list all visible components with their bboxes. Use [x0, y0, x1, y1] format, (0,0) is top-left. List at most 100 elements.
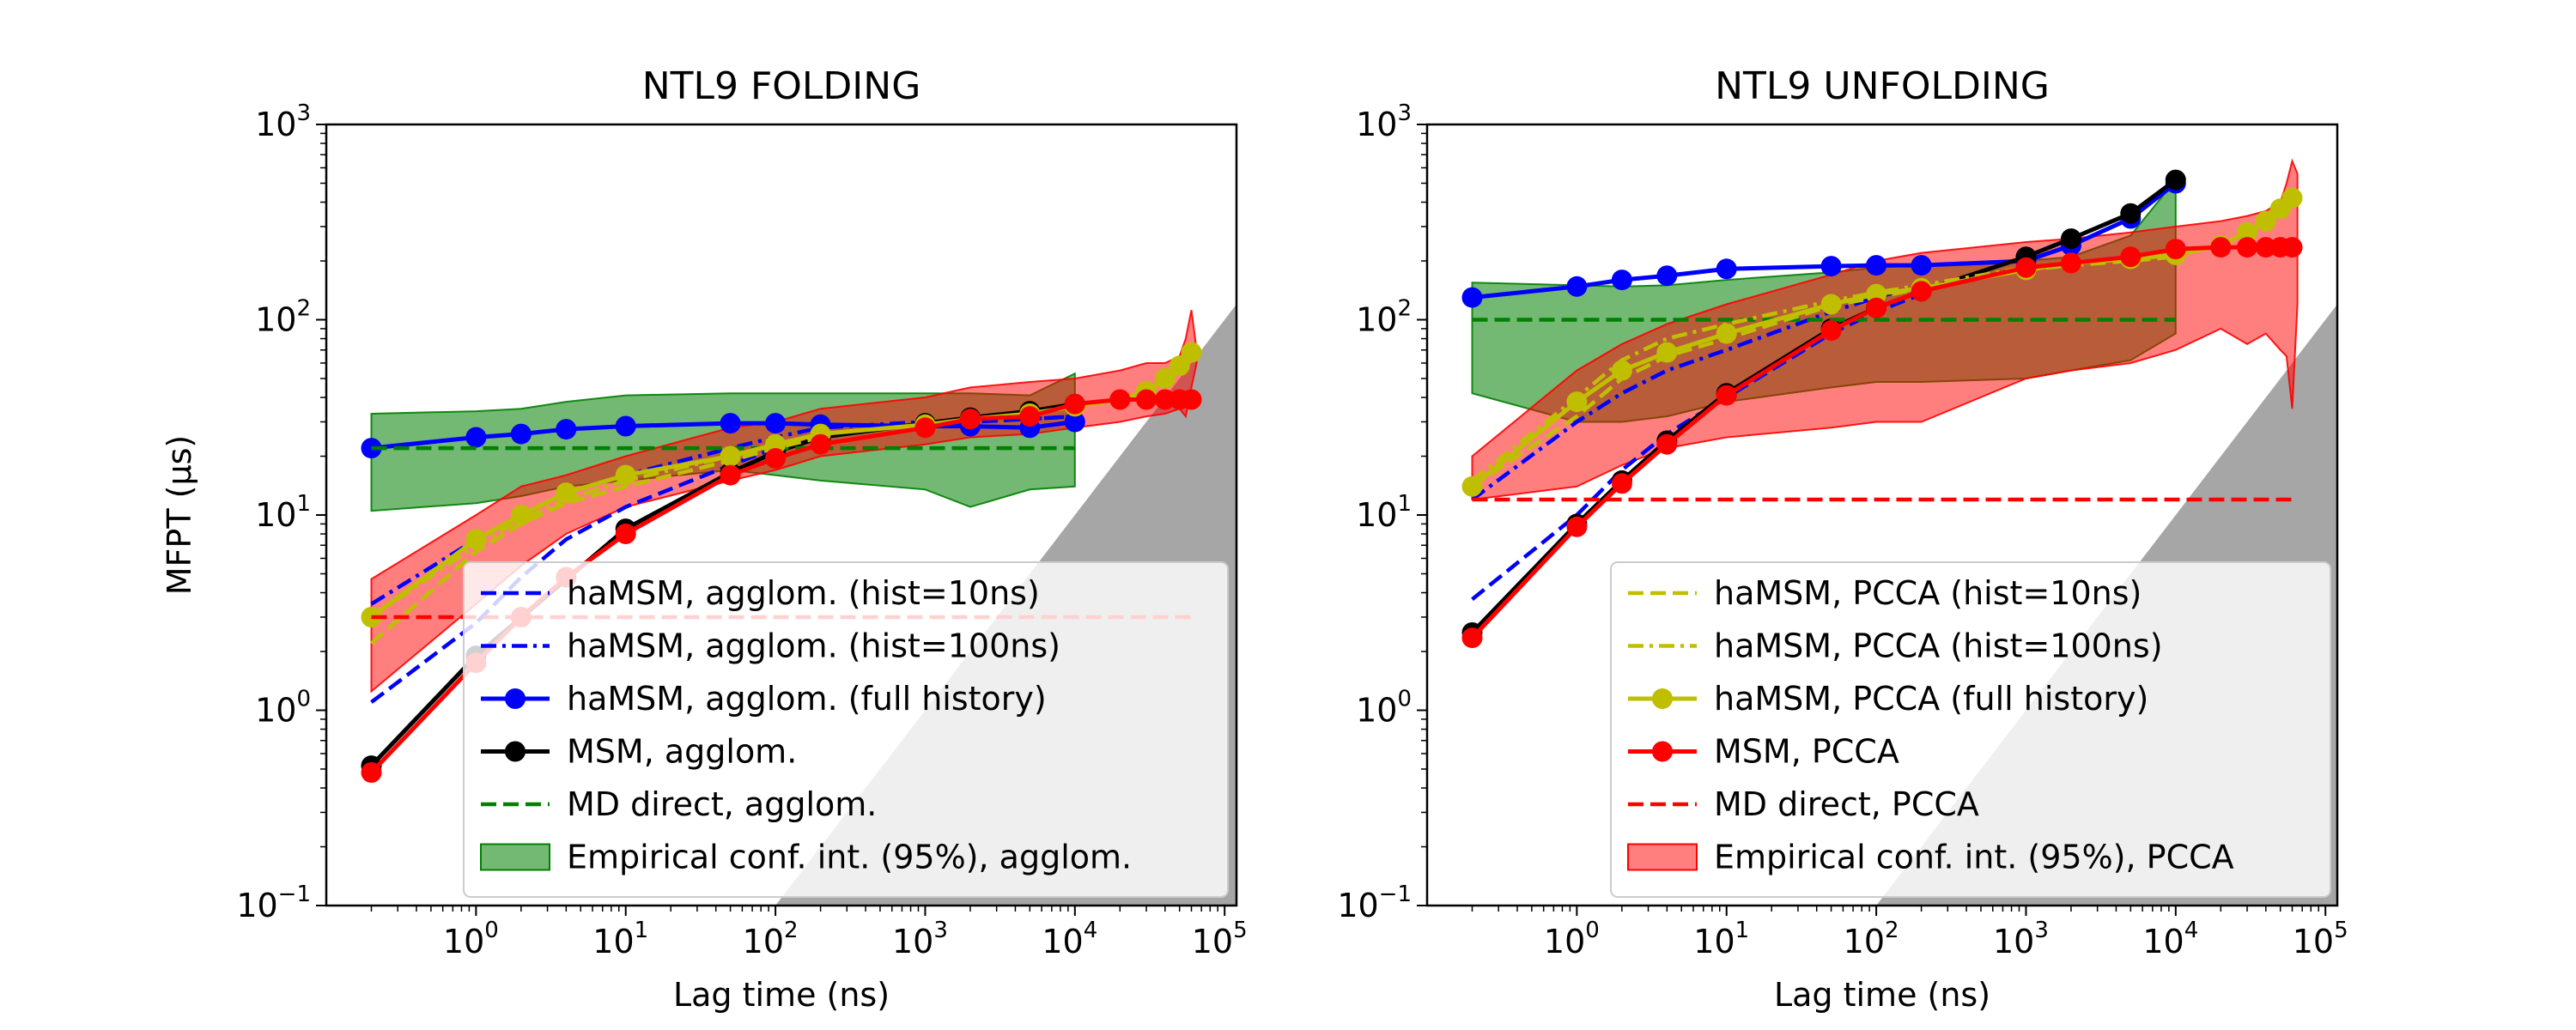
unfolding-point-hamsm-pcca-full-history: [1566, 391, 1588, 413]
folding-y-tick-label: 101: [255, 491, 311, 534]
unfolding-legend-marker-hamsm-pcca-full-history: [1652, 688, 1673, 709]
unfolding-point-hamsm-pcca-full-history: [2237, 221, 2257, 243]
unfolding-x-tick-label: 103: [1993, 918, 2049, 960]
unfolding-point-msm-pcca: [2120, 246, 2142, 268]
unfolding-point-msm-pcca: [2237, 237, 2257, 258]
unfolding-point-msm-pcca: [1820, 320, 1842, 342]
unfolding-point-msm-pcca: [1566, 516, 1588, 537]
unfolding-point-msm-pcca: [1461, 627, 1483, 649]
folding-point-hamsm-agglom-full-history: [465, 427, 487, 448]
folding-axes-frame: [325, 123, 1238, 907]
folding-legend-marker-hamsm-agglom-full-history: [505, 688, 526, 709]
unfolding-point-msm-pcca: [2015, 257, 2037, 278]
folding-y-tick-label: 103: [255, 100, 311, 143]
unfolding-point-msm-pcca: [1611, 473, 1632, 494]
folding-point-msm-pcca: [1109, 389, 1131, 410]
folding-point-hamsm-agglom-full-history: [615, 415, 636, 437]
folding-point-msm-pcca: [615, 524, 636, 544]
unfolding-point-hamsm-pcca-full-history: [1656, 342, 1678, 363]
folding-point-hamsm-pcca-full-history: [1169, 355, 1190, 377]
unfolding-series-lines: [1461, 169, 2303, 649]
unfolding-legend-label-msm-pcca: MSM, PCCA: [1714, 733, 1899, 771]
unfolding-point-msm-pcca: [1716, 385, 1737, 406]
folding-legend-label-empirical-conf-int-95-agglom: Empirical conf. int. (95%), agglom.: [567, 839, 1132, 876]
unfolding-x-tick-label: 102: [1844, 918, 1899, 960]
folding-point-msm-pcca: [1181, 389, 1202, 410]
folding-x-tick-label: 102: [743, 918, 799, 960]
folding-x-tick-label: 105: [1192, 918, 1248, 960]
folding-point-msm-pcca: [1064, 393, 1085, 415]
folding-point-msm-pcca: [1019, 406, 1041, 427]
folding-y-axis-label: MFPT (μs): [161, 435, 198, 595]
unfolding-point-msm-agglom: [2061, 228, 2081, 250]
unfolding-point-hamsm-agglom-full-history: [1656, 265, 1678, 287]
folding-x-tick-label: 104: [1042, 918, 1097, 960]
unfolding-point-msm-pcca: [2061, 252, 2081, 274]
unfolding-title: NTL9 UNFOLDING: [1715, 64, 2050, 108]
folding-y-ticks: 10−1 100 101 102 103: [236, 100, 326, 924]
unfolding-point-msm-pcca: [1656, 433, 1678, 455]
folding-point-hamsm-pcca-full-history: [615, 464, 636, 486]
unfolding-legend-swatch-empirical-conf-int-95-pcca: [1627, 843, 1698, 871]
unfolding-x-ticks: 100 101 102 103 104 105: [1471, 906, 2348, 960]
folding-legend-label-hamsm-agglom-full-history: haMSM, agglom. (full history): [567, 680, 1047, 718]
unfolding-legend: haMSM, PCCA (hist=10ns) haMSM, PCCA (hist…: [1610, 561, 2331, 898]
unfolding-point-hamsm-agglom-full-history: [1820, 256, 1842, 277]
unfolding-point-hamsm-pcca-full-history: [2281, 187, 2303, 209]
folding-point-hamsm-pcca-full-history: [720, 445, 741, 467]
unfolding-confidence-bands: [1471, 158, 2299, 501]
unfolding-y-tick-label: 102: [1356, 296, 1412, 339]
unfolding-point-hamsm-pcca-full-history: [1820, 294, 1842, 315]
folding-point-msm-pcca: [720, 464, 741, 486]
folding-point-hamsm-pcca-full-history: [556, 482, 577, 504]
folding-legend-label-md-direct-agglom: MD direct, agglom.: [567, 785, 877, 823]
folding-plot: NTL9 FOLDING Lag time (ns) MFPT (μs) 100…: [161, 64, 1248, 1014]
folding-legend-swatch-empirical-conf-int-95-agglom: [480, 843, 550, 871]
unfolding-point-hamsm-pcca-full-history: [1611, 360, 1632, 381]
unfolding-point-msm-agglom: [2120, 203, 2142, 224]
folding-point-hamsm-agglom-full-history: [510, 423, 532, 445]
unfolding-point-msm-agglom: [2165, 169, 2186, 191]
folding-point-hamsm-pcca-full-history: [510, 505, 532, 525]
unfolding-y-tick-label: 103: [1356, 100, 1412, 143]
folding-point-msm-pcca: [1154, 389, 1176, 410]
unfolding-x-tick-label: 105: [2293, 918, 2348, 960]
unfolding-y-ticks: 10−1 100 101 102 103: [1337, 100, 1427, 924]
folding-point-hamsm-pcca-full-history: [1181, 342, 1202, 363]
unfolding-point-hamsm-pcca-full-history: [2255, 210, 2276, 232]
unfolding-legend-label-empirical-conf-int-95-pcca: Empirical conf. int. (95%), PCCA: [1714, 839, 2234, 876]
folding-legend: haMSM, agglom. (hist=10ns) haMSM, agglom.…: [463, 561, 1229, 898]
folding-point-msm-pcca: [810, 433, 831, 455]
unfolding-point-hamsm-pcca-full-history: [1461, 476, 1483, 497]
folding-point-hamsm-pcca-full-history: [1154, 368, 1176, 389]
unfolding-point-hamsm-agglom-full-history: [1611, 270, 1632, 291]
folding-series-lines: [361, 342, 1202, 783]
folding-point-hamsm-agglom-full-history: [765, 413, 787, 434]
unfolding-legend-box: [1610, 561, 2331, 898]
folding-y-tick-label: 10−1: [236, 882, 311, 924]
folding-x-tick-label: 101: [592, 918, 648, 960]
folding-band-empirical-conf-int-95-pcca: [370, 310, 1198, 694]
folding-point-msm-pcca: [1136, 389, 1157, 410]
unfolding-y-tick-label: 101: [1356, 491, 1412, 534]
unfolding-band-empirical-conf-int-95-pcca: [1471, 158, 2299, 501]
unfolding-plot: NTL9 UNFOLDING Lag time (ns) 100 101 102 10…: [1337, 64, 2348, 1014]
folding-legend-label-hamsm-agglom-hist-10ns: haMSM, agglom. (hist=10ns): [567, 574, 1040, 612]
folding-y-tick-label: 100: [255, 687, 311, 730]
unfolding-legend-label-hamsm-pcca-hist-100ns: haMSM, PCCA (hist=100ns): [1714, 627, 2163, 665]
unfolding-x-tick-label: 100: [1544, 918, 1600, 960]
folding-point-msm-pcca: [914, 417, 936, 439]
unfolding-point-msm-pcca: [2210, 237, 2232, 258]
folding-x-tick-label: 100: [443, 918, 499, 960]
folding-legend-box: [463, 561, 1229, 898]
folding-x-tick-label: 103: [892, 918, 948, 960]
folding-point-msm-pcca: [361, 762, 382, 783]
unfolding-point-hamsm-agglom-full-history: [1911, 255, 1932, 276]
folding-point-hamsm-agglom-full-history: [556, 419, 577, 440]
folding-legend-label-msm-agglom: MSM, agglom.: [567, 733, 797, 771]
unfolding-point-msm-pcca: [2255, 237, 2276, 258]
folding-legend-marker-msm-agglom: [505, 741, 526, 762]
unfolding-legend-marker-msm-pcca: [1652, 741, 1673, 762]
unfolding-y-tick-label: 100: [1356, 687, 1412, 730]
